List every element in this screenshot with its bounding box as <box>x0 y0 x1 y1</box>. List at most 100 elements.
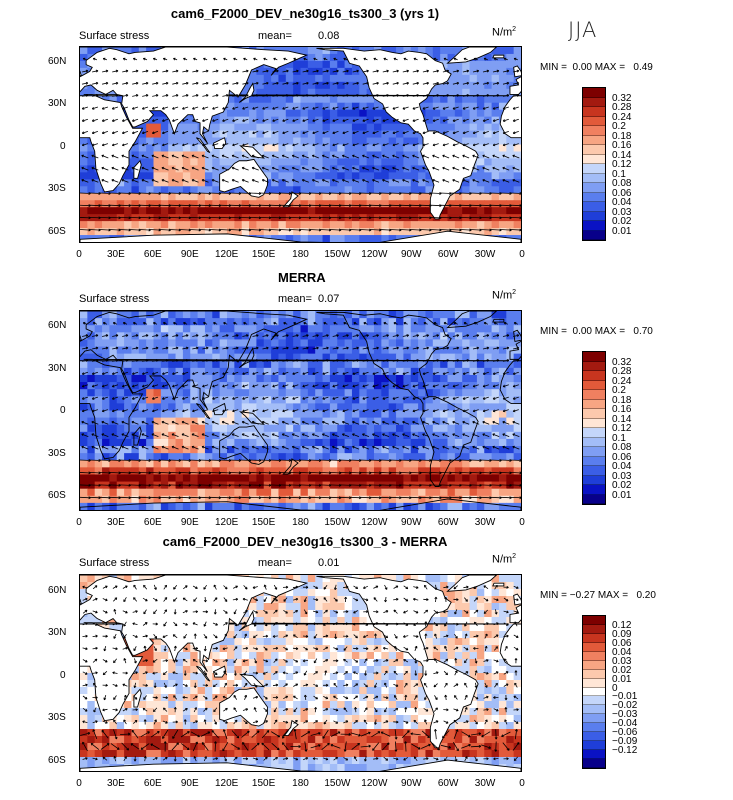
stress-vector <box>169 204 181 207</box>
field-cell <box>109 424 118 433</box>
stress-vector <box>312 167 319 171</box>
field-cell <box>432 332 441 341</box>
field-cell <box>462 123 471 132</box>
field-cell <box>469 410 478 419</box>
field-cell <box>285 360 294 369</box>
field-cell <box>249 374 257 383</box>
stress-vector <box>192 118 199 122</box>
field-cell <box>425 228 434 236</box>
field-cell <box>116 488 125 497</box>
stress-vector <box>470 229 482 231</box>
field-cell <box>256 116 265 125</box>
field-cell <box>513 446 521 454</box>
stress-vector <box>512 167 520 171</box>
field-cell <box>138 502 147 510</box>
field-cell <box>440 95 449 104</box>
field-cell <box>227 214 235 222</box>
field-cell <box>410 374 419 383</box>
field-cell <box>102 453 110 461</box>
stress-vector <box>191 155 199 159</box>
field-cell <box>234 116 243 125</box>
field-cell <box>249 367 257 376</box>
field-cell <box>197 438 206 447</box>
field-cell <box>322 60 331 69</box>
field-cell <box>256 424 265 433</box>
field-cell <box>131 353 140 362</box>
field-cell <box>374 109 382 118</box>
field-cell <box>160 186 169 194</box>
field-cell <box>131 467 140 476</box>
stress-vector <box>322 70 329 73</box>
stress-vector <box>360 229 372 231</box>
stress-vector-head <box>423 321 427 325</box>
field-cell <box>329 396 338 404</box>
field-cell <box>462 228 471 236</box>
field-cell <box>168 186 177 194</box>
stress-vector <box>92 118 99 122</box>
field-cell <box>160 165 169 173</box>
field-cell <box>271 186 280 194</box>
field-cell <box>498 367 507 376</box>
stress-vector <box>392 167 400 171</box>
field-cell <box>498 453 507 461</box>
field-cell <box>285 235 294 242</box>
stress-vector-head <box>121 143 125 147</box>
field-cell <box>454 353 463 362</box>
stress-vector <box>242 131 249 134</box>
stress-vector-head <box>111 143 115 147</box>
field-cell <box>227 186 235 194</box>
stress-vector <box>372 143 379 146</box>
field-cell <box>315 495 324 504</box>
field-cell <box>432 467 441 476</box>
field-cell <box>102 339 110 348</box>
field-cell <box>219 109 228 118</box>
stress-vector-head <box>393 321 397 325</box>
stress-vector-head <box>312 131 315 135</box>
stress-vector <box>412 179 420 183</box>
field-cell <box>87 374 96 383</box>
field-cell <box>271 95 280 104</box>
stress-vector <box>452 334 459 337</box>
field-cell <box>374 367 382 376</box>
stress-vector-head <box>343 57 346 61</box>
field-cell <box>425 460 434 468</box>
stress-vector <box>112 131 119 134</box>
stress-vector-head <box>392 143 396 147</box>
stress-vector <box>122 94 129 97</box>
field-cell <box>109 488 118 497</box>
field-cell <box>182 318 191 326</box>
field-cell <box>234 374 243 383</box>
field-cell <box>374 502 382 510</box>
field-cell <box>146 165 155 173</box>
stress-vector-head <box>215 94 219 97</box>
field-cell <box>469 74 478 83</box>
stress-vector-head <box>382 131 386 135</box>
field-cell <box>374 474 382 483</box>
field-cell <box>337 374 346 383</box>
stress-vector <box>452 82 459 85</box>
field-cell <box>454 360 463 369</box>
stress-vector-head <box>105 94 109 97</box>
field-cell <box>175 221 184 229</box>
stress-vector-head <box>472 154 475 158</box>
stress-vector-head <box>251 154 255 158</box>
field-cell <box>271 467 280 476</box>
field-cell <box>190 318 199 326</box>
field-cell <box>322 186 331 194</box>
stress-vector-head <box>91 179 94 182</box>
field-cell <box>94 446 103 454</box>
field-cell <box>351 172 360 180</box>
field-cell <box>168 396 177 404</box>
field-cell <box>307 165 316 173</box>
stress-vector <box>232 106 239 110</box>
field-cell <box>329 130 338 139</box>
field-cell <box>322 235 331 242</box>
field-cell <box>241 311 250 319</box>
field-cell <box>513 410 521 419</box>
field-cell <box>124 389 133 397</box>
field-cell <box>403 467 412 476</box>
field-cell <box>256 389 265 397</box>
stress-vector <box>122 70 129 73</box>
field-cell <box>190 200 199 208</box>
eurasia-outline <box>80 311 309 410</box>
